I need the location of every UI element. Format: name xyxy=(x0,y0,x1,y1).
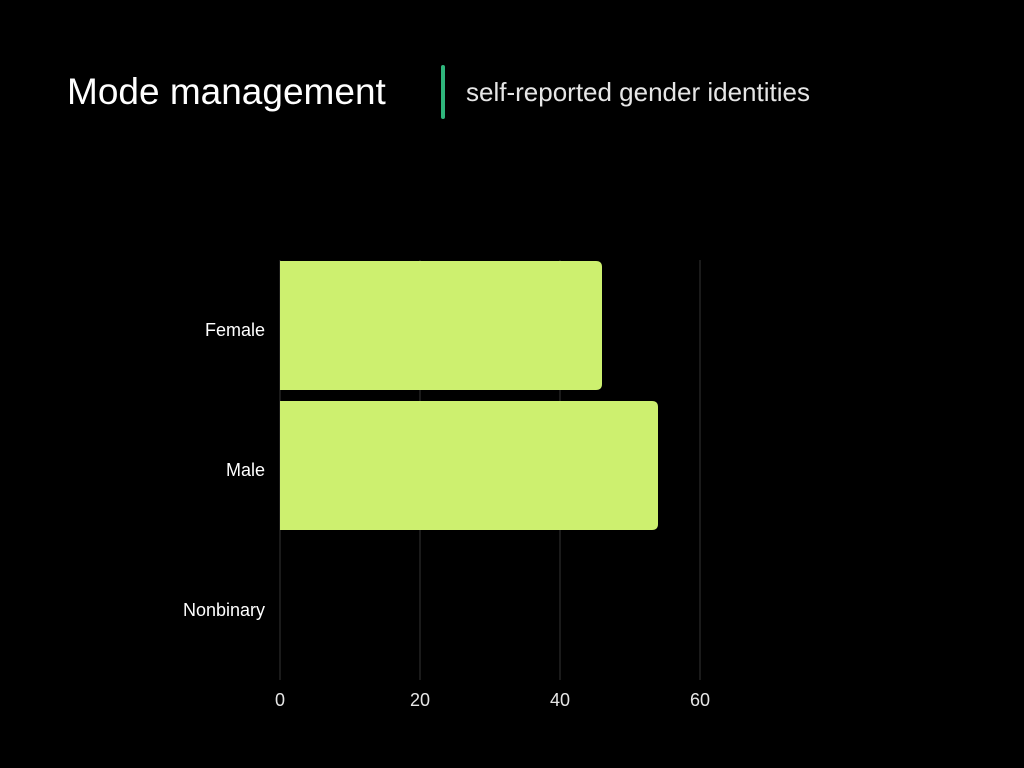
page-subtitle: self-reported gender identities xyxy=(466,77,810,107)
bar-female xyxy=(280,261,602,390)
bar-layer xyxy=(280,261,658,530)
category-label: Female xyxy=(205,320,265,340)
page-title: Mode management xyxy=(67,71,386,112)
x-tick-label: 60 xyxy=(690,690,710,710)
label-layer: 0 20 40 60 Female Male Nonbinary xyxy=(183,320,710,710)
x-tick-label: 0 xyxy=(275,690,285,710)
category-label: Nonbinary xyxy=(183,600,265,620)
x-tick-label: 20 xyxy=(410,690,430,710)
title-divider xyxy=(441,65,445,119)
x-tick-label: 40 xyxy=(550,690,570,710)
category-label: Male xyxy=(226,460,265,480)
bar-male xyxy=(280,401,658,530)
